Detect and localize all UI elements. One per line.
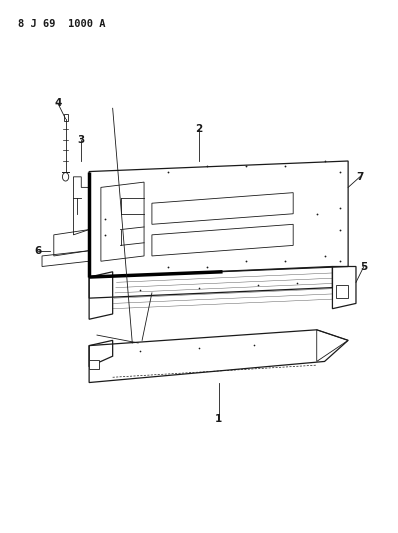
Text: 8 J 69  1000 A: 8 J 69 1000 A bbox=[18, 19, 106, 29]
Text: 5: 5 bbox=[360, 262, 367, 271]
Text: 7: 7 bbox=[356, 172, 364, 182]
Text: 6: 6 bbox=[35, 246, 42, 256]
Bar bbox=[336, 285, 348, 298]
Text: 4: 4 bbox=[54, 98, 61, 108]
Bar bbox=[64, 114, 68, 122]
Text: 1: 1 bbox=[215, 415, 222, 424]
Text: 3: 3 bbox=[78, 135, 85, 145]
Bar bbox=[89, 360, 99, 369]
Text: 2: 2 bbox=[195, 124, 203, 134]
